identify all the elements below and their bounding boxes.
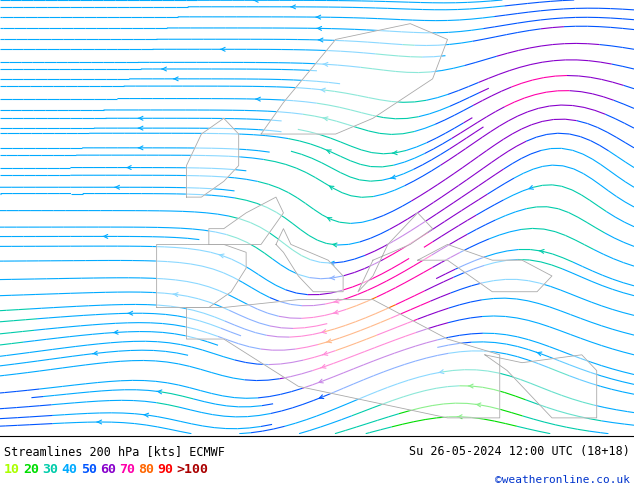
- Polygon shape: [186, 118, 238, 197]
- FancyArrowPatch shape: [323, 62, 328, 66]
- Polygon shape: [358, 213, 432, 292]
- FancyArrowPatch shape: [391, 175, 396, 179]
- FancyArrowPatch shape: [316, 15, 321, 19]
- FancyArrowPatch shape: [97, 420, 101, 424]
- FancyArrowPatch shape: [128, 311, 133, 315]
- FancyArrowPatch shape: [327, 150, 331, 153]
- Polygon shape: [276, 229, 343, 292]
- FancyArrowPatch shape: [290, 5, 295, 9]
- Text: Streamlines 200 hPa [kts] ECMWF: Streamlines 200 hPa [kts] ECMWF: [4, 445, 225, 458]
- FancyArrowPatch shape: [138, 146, 143, 150]
- FancyArrowPatch shape: [103, 234, 108, 238]
- Polygon shape: [261, 24, 448, 134]
- FancyArrowPatch shape: [157, 390, 162, 394]
- FancyArrowPatch shape: [220, 48, 225, 51]
- Text: Su 26-05-2024 12:00 UTC (18+18): Su 26-05-2024 12:00 UTC (18+18): [409, 445, 630, 458]
- FancyArrowPatch shape: [329, 261, 334, 265]
- FancyArrowPatch shape: [529, 186, 533, 189]
- Text: 50: 50: [81, 463, 97, 476]
- FancyArrowPatch shape: [323, 117, 328, 121]
- FancyArrowPatch shape: [476, 403, 481, 407]
- Text: 90: 90: [157, 463, 174, 476]
- Polygon shape: [186, 299, 500, 418]
- FancyArrowPatch shape: [330, 276, 335, 280]
- FancyArrowPatch shape: [321, 330, 327, 333]
- FancyArrowPatch shape: [256, 97, 261, 101]
- Text: ©weatheronline.co.uk: ©weatheronline.co.uk: [495, 475, 630, 486]
- FancyArrowPatch shape: [93, 351, 98, 355]
- FancyArrowPatch shape: [126, 166, 131, 170]
- FancyArrowPatch shape: [319, 379, 323, 383]
- FancyArrowPatch shape: [321, 365, 326, 368]
- FancyArrowPatch shape: [162, 67, 166, 71]
- FancyArrowPatch shape: [113, 330, 118, 334]
- FancyArrowPatch shape: [457, 415, 462, 418]
- FancyArrowPatch shape: [333, 243, 337, 247]
- Polygon shape: [209, 197, 283, 245]
- FancyArrowPatch shape: [115, 185, 119, 189]
- Polygon shape: [157, 245, 246, 308]
- FancyArrowPatch shape: [254, 0, 258, 2]
- Text: 10: 10: [4, 463, 20, 476]
- Text: 60: 60: [100, 463, 116, 476]
- FancyArrowPatch shape: [320, 88, 325, 92]
- FancyArrowPatch shape: [320, 395, 324, 398]
- Text: 20: 20: [23, 463, 39, 476]
- FancyArrowPatch shape: [539, 249, 544, 253]
- FancyArrowPatch shape: [536, 352, 542, 356]
- FancyArrowPatch shape: [392, 151, 397, 155]
- Polygon shape: [418, 245, 552, 292]
- FancyArrowPatch shape: [469, 384, 473, 388]
- FancyArrowPatch shape: [333, 310, 339, 314]
- FancyArrowPatch shape: [138, 116, 143, 120]
- FancyArrowPatch shape: [439, 370, 444, 373]
- FancyArrowPatch shape: [333, 299, 339, 303]
- Text: 70: 70: [119, 463, 135, 476]
- Text: 80: 80: [138, 463, 154, 476]
- FancyArrowPatch shape: [327, 339, 332, 343]
- FancyArrowPatch shape: [322, 351, 328, 355]
- Text: >100: >100: [177, 463, 209, 476]
- Text: 30: 30: [42, 463, 58, 476]
- FancyArrowPatch shape: [330, 186, 334, 190]
- FancyArrowPatch shape: [318, 38, 323, 42]
- FancyArrowPatch shape: [173, 77, 178, 81]
- Text: 40: 40: [61, 463, 77, 476]
- FancyArrowPatch shape: [143, 413, 148, 417]
- FancyArrowPatch shape: [138, 126, 143, 130]
- Polygon shape: [485, 355, 597, 418]
- FancyArrowPatch shape: [173, 293, 178, 296]
- FancyArrowPatch shape: [317, 26, 321, 30]
- FancyArrowPatch shape: [219, 254, 224, 258]
- FancyArrowPatch shape: [327, 218, 332, 221]
